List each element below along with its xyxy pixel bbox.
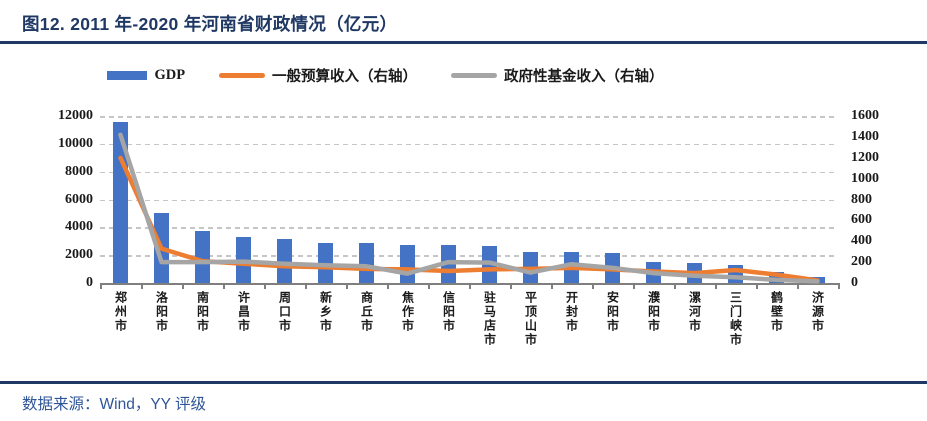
left-axis-tick-label: 12000 [58,108,93,123]
gridline [100,255,838,257]
x-axis-tick [264,285,266,289]
figure-title: 图12. 2011 年-2020 年河南省财政情况（亿元） [22,14,398,34]
x-axis-tick [469,285,471,289]
x-axis-line [100,283,840,285]
x-axis-tick [223,285,225,289]
x-axis-tick [715,285,717,289]
category-label: 安阳市 [605,291,620,333]
right-axis-tick-label: 400 [851,233,872,249]
right-axis-tick-label: 1400 [851,128,879,144]
gdp-bar [605,253,620,283]
x-axis-tick [305,285,307,289]
gridline [100,171,838,174]
category-label: 信阳市 [441,291,456,333]
category-label: 平顶山市 [523,291,538,347]
category-label: 郑州市 [113,291,128,333]
gdp-bar [810,276,825,283]
gdp-bar [154,212,169,283]
gdp-bar-swatch-icon [107,71,148,80]
gdp-bar [646,262,661,283]
x-axis-tick [387,285,389,289]
left-axis-tick-label: 2000 [65,247,93,263]
gdp-bar [564,251,579,283]
gdp-bar [318,243,333,283]
gov-fund-line-swatch-icon [451,73,498,78]
x-axis-tick [797,285,799,289]
right-axis-tick-label: 1600 [851,108,879,123]
x-axis-tick [346,285,348,289]
gdp-bar [482,246,497,283]
category-label: 周口市 [277,291,292,333]
left-axis-tick-label: 0 [86,275,93,290]
right-axis-tick-label: 1200 [851,149,879,165]
title-divider [0,41,927,44]
category-label: 鹤壁市 [769,291,784,333]
x-axis-tick [674,285,676,289]
left-axis-tick-label: 8000 [65,163,93,179]
gdp-bar [523,251,538,283]
gdp-bar [113,121,128,283]
gdp-bar [769,271,784,283]
budget-revenue-line-swatch-icon [219,73,266,78]
right-axis-tick-label: 0 [851,275,858,290]
footer-divider [0,381,927,384]
gdp-bar [441,244,456,283]
x-axis-tick [510,285,512,289]
gridline [100,116,838,118]
legend-label-gdp: GDP [154,67,186,83]
left-axis-tick-label: 10000 [58,135,93,151]
legend-item-gdp: GDP [107,67,185,84]
gdp-bar [359,243,374,283]
category-label: 漯河市 [687,291,702,333]
left-axis-tick-label: 4000 [65,219,93,235]
x-axis-tick [551,285,553,289]
x-axis-tick [633,285,635,289]
category-label: 商丘市 [359,291,374,333]
legend-item-budget-revenue: 一般预算收入（右轴） [219,65,417,86]
category-label: 三门峡市 [728,291,743,347]
gridline [100,199,838,201]
budget-revenue-line [118,155,820,283]
category-label: 焦作市 [400,291,415,333]
category-label: 新乡市 [318,291,333,333]
right-axis-tick-label: 800 [851,191,872,207]
gridline [100,227,838,229]
gridline [100,143,838,146]
category-label: 许昌市 [236,291,251,333]
right-axis-tick-label: 600 [851,212,872,228]
x-axis-tick [592,285,594,289]
x-axis-tick [182,285,184,289]
right-axis-tick-label: 1000 [851,170,879,186]
x-axis-tick [141,285,143,289]
left-axis-tick-label: 6000 [65,191,93,207]
category-label: 济源市 [810,291,825,333]
category-label: 洛阳市 [154,291,169,333]
legend-label-budget-revenue: 一般预算收入（右轴） [272,69,418,85]
x-axis-tick [100,285,102,289]
x-axis-tick [428,285,430,289]
category-label: 濮阳市 [646,291,661,333]
category-label: 南阳市 [195,291,210,333]
x-axis-tick [756,285,758,289]
right-axis-tick-label: 200 [851,254,872,270]
legend-label-gov-fund-revenue: 政府性基金收入（右轴） [504,69,664,85]
category-label: 驻马店市 [482,291,497,347]
x-axis-tick [838,285,840,289]
gdp-bar [728,265,743,283]
gdp-bar [195,230,210,283]
category-label: 开封市 [564,291,579,333]
chart-legend: GDP 一般预算收入（右轴） 政府性基金收入（右轴） [0,65,849,86]
gdp-bar [236,237,251,283]
gov-fund-revenue-line [118,132,820,284]
data-source-note: 数据来源：Wind，YY 评级 [22,396,207,413]
gdp-bar [277,239,292,283]
legend-item-gov-fund-revenue: 政府性基金收入（右轴） [451,65,664,86]
gdp-bar [400,245,415,283]
gdp-bar [687,262,702,283]
